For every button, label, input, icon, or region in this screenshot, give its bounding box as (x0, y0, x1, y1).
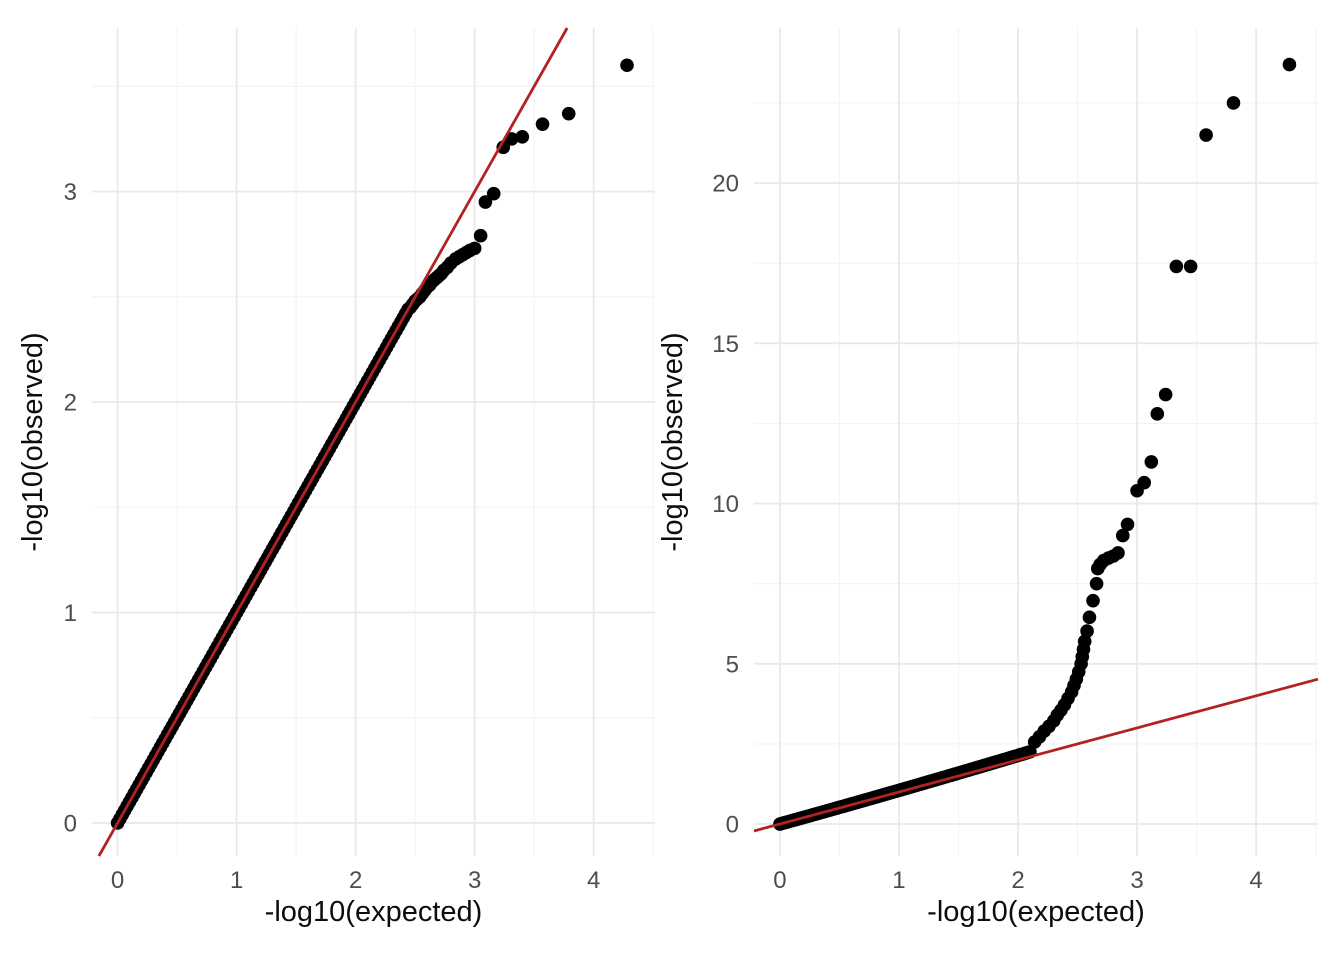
data-point (1082, 610, 1097, 625)
data-point (535, 117, 550, 131)
data-point (1080, 624, 1094, 638)
data-point (504, 132, 519, 146)
y-axis-title: -log10(observed) (657, 332, 689, 551)
x-tick-label: 0 (773, 867, 786, 894)
y-tick-label: 10 (712, 491, 739, 518)
data-point (473, 228, 488, 243)
y-tick-label: 3 (64, 179, 77, 206)
grid-major (92, 28, 655, 856)
x-tick-label: 3 (1130, 867, 1143, 894)
y-axis-title: -log10(observed) (17, 332, 49, 551)
data-point (478, 195, 493, 209)
data-point (1150, 407, 1165, 421)
x-tick-label: 4 (1249, 867, 1262, 894)
data-point (1089, 576, 1104, 591)
data-point (1183, 259, 1198, 274)
y-tick-label: 0 (64, 810, 77, 837)
x-axis-title: -log10(expected) (927, 896, 1145, 928)
identity-line (97, 27, 569, 857)
y-tick-labels: 0 1 2 3 (64, 179, 77, 837)
qq-plot-right: 0 1 2 3 4 0 5 10 15 20 -log10(expected) -log10(obse… (657, 28, 1319, 928)
x-tick-label: 4 (587, 867, 600, 894)
grid-major (754, 28, 1318, 856)
data-point (1199, 128, 1213, 142)
grid-minor (92, 28, 655, 856)
x-tick-label: 0 (111, 867, 124, 894)
data-point (1115, 528, 1130, 543)
data-point (620, 58, 634, 73)
data-point (1120, 517, 1135, 532)
identity-line (753, 677, 1319, 833)
x-tick-labels: 0 1 2 3 4 (773, 867, 1263, 894)
data-point (1077, 634, 1092, 649)
x-tick-labels: 0 1 2 3 4 (111, 867, 600, 894)
y-tick-label: 15 (712, 331, 739, 358)
y-tick-label: 2 (64, 390, 77, 417)
x-tick-label: 2 (1011, 867, 1024, 894)
x-tick-label: 3 (468, 867, 481, 894)
data-point (496, 140, 511, 155)
data-point (467, 241, 482, 256)
data-point (1282, 57, 1297, 72)
x-tick-label: 1 (892, 867, 905, 894)
x-tick-label: 2 (349, 867, 362, 894)
data-point (486, 186, 501, 201)
data-point (561, 106, 576, 121)
y-tick-label: 20 (712, 171, 739, 198)
data-point (1158, 387, 1173, 402)
data-point (1137, 475, 1152, 490)
x-tick-label: 1 (230, 867, 243, 894)
data-point (1226, 96, 1241, 110)
data-point (515, 130, 530, 144)
data-point (1111, 546, 1125, 560)
y-tick-label: 5 (726, 651, 739, 678)
y-tick-label: 1 (64, 600, 77, 627)
x-axis-title: -log10(expected) (265, 896, 483, 928)
data-point (1086, 593, 1100, 608)
y-tick-label: 0 (726, 812, 739, 839)
qq-plot-left: 0 1 2 3 40123-log10(expected)-log10(observed… (17, 27, 655, 928)
data-point (1169, 259, 1184, 274)
y-tick-labels: 0 5 10 15 20 (712, 171, 739, 839)
data-point (1144, 455, 1159, 469)
